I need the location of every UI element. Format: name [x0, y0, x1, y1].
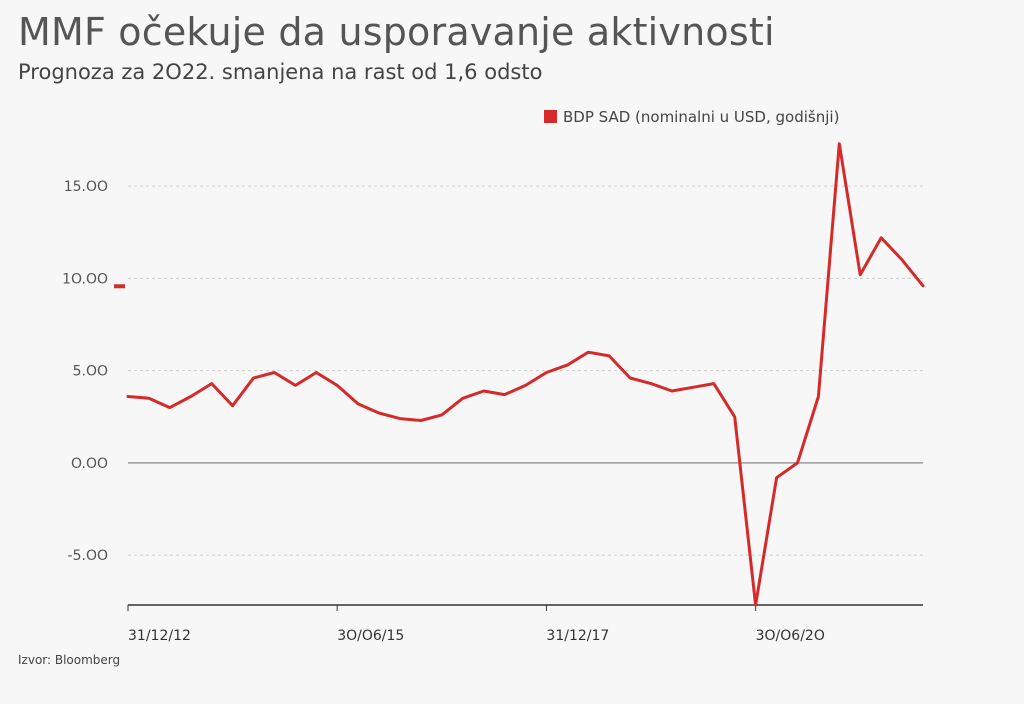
- x-tick-labels: 31/12/12 3O/O6/15 31/12/17 3O/O6/2O: [128, 628, 825, 644]
- y-tick-label: 15.OO: [64, 179, 108, 195]
- y-tick-labels: 15.OO 1O.OO 5.OO O.OO -5.OO: [62, 179, 108, 564]
- series-line-bdp-sad: [126, 142, 925, 607]
- y-tick-label: 1O.OO: [62, 271, 108, 287]
- x-tick-label: 3O/O6/2O: [756, 628, 825, 644]
- legend-label: BDP SAD (nominalni u USD, godišnji): [563, 108, 839, 126]
- legend-swatch: [544, 110, 557, 123]
- x-tick-label: 31/12/17: [546, 628, 609, 644]
- y-axis-current-marker: [114, 284, 125, 289]
- y-tick-label: -5.OO: [68, 548, 108, 564]
- x-tick-marks: [127, 605, 757, 611]
- x-tick-label: 3O/O6/15: [337, 628, 404, 644]
- legend: BDP SAD (nominalni u USD, godišnji): [544, 108, 839, 126]
- grid-lines: [128, 185, 923, 556]
- x-tick-label: 31/12/12: [128, 628, 191, 644]
- chart-subtitle: Prognoza za 2O22. smanjena na rast od 1,…: [18, 60, 543, 84]
- source-note: Izvor: Bloomberg: [18, 653, 121, 667]
- y-tick-label: O.OO: [71, 456, 108, 472]
- y-tick-label: 5.OO: [73, 364, 108, 380]
- chart-title: MMF očekuje da usporavanje aktivnosti: [18, 10, 775, 54]
